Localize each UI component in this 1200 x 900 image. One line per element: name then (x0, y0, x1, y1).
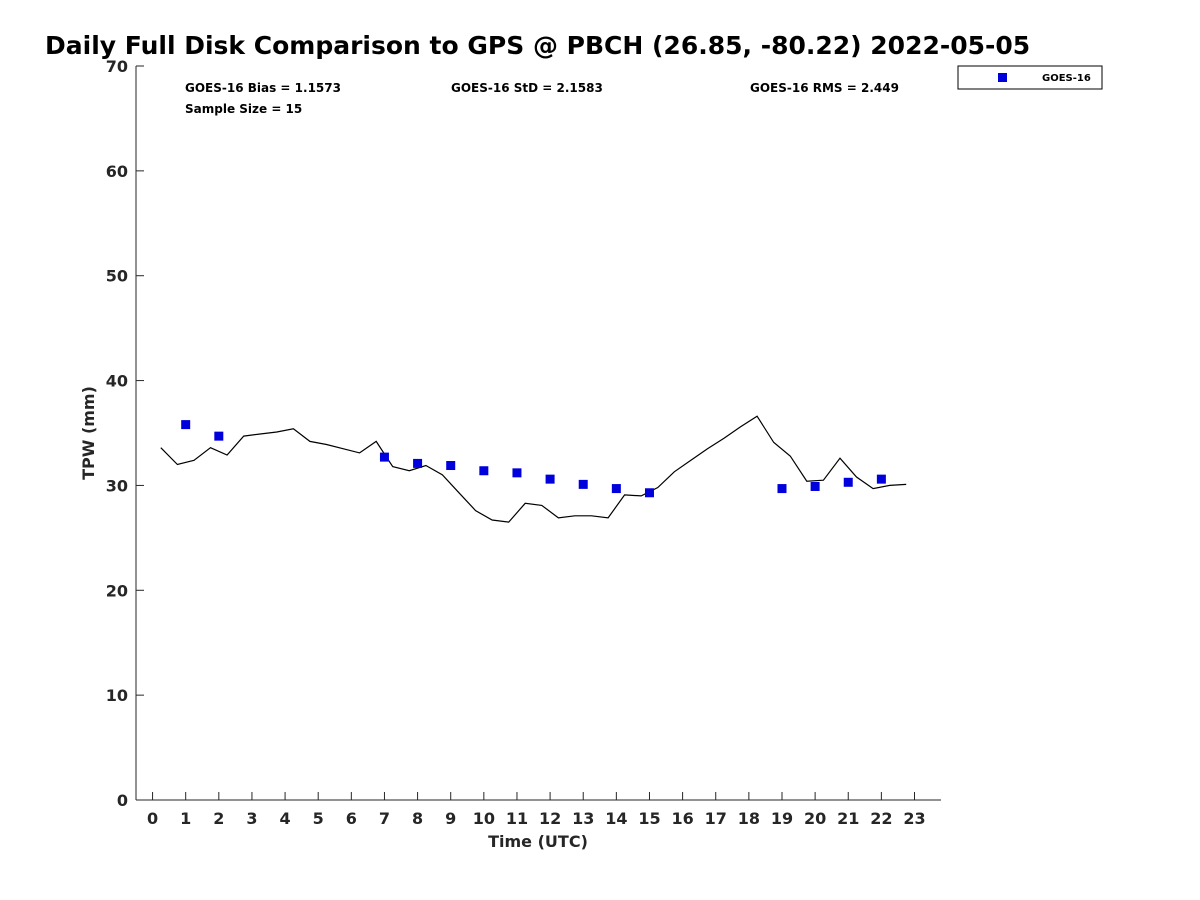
x-tick-label: 9 (445, 809, 456, 828)
x-tick-label: 15 (638, 809, 660, 828)
goes16-point (777, 484, 787, 494)
goes16-point (611, 484, 621, 494)
y-tick-label: 70 (106, 57, 128, 76)
goes16-point (479, 466, 489, 476)
goes16-point (413, 458, 423, 468)
y-tick-label: 40 (106, 372, 128, 391)
x-tick-label: 10 (473, 809, 495, 828)
x-axis-label: Time (UTC) (488, 832, 588, 851)
x-tick-label: 4 (280, 809, 291, 828)
goes16-point (843, 477, 853, 487)
x-tick-label: 8 (412, 809, 423, 828)
sample-size-stat: Sample Size = 15 (185, 102, 302, 116)
bias-stat: GOES-16 Bias = 1.1573 (185, 81, 341, 95)
x-tick-label: 17 (705, 809, 727, 828)
legend-label: GOES-16 (1042, 73, 1091, 84)
goes16-point (578, 479, 588, 489)
legend-box (957, 65, 1103, 90)
x-tick-label: 2 (213, 809, 224, 828)
x-tick-label: 7 (379, 809, 390, 828)
rms-stat: GOES-16 RMS = 2.449 (750, 81, 899, 95)
x-tick-label: 23 (903, 809, 925, 828)
std-stat: GOES-16 StD = 2.1583 (451, 81, 603, 95)
x-tick-label: 14 (605, 809, 627, 828)
x-tick-label: 22 (870, 809, 892, 828)
y-tick-label: 50 (106, 267, 128, 286)
x-tick-label: 3 (246, 809, 257, 828)
goes16-point (214, 431, 224, 441)
chart-title: Daily Full Disk Comparison to GPS @ PBCH… (45, 31, 1030, 60)
y-tick-label: 30 (106, 476, 128, 495)
x-tick-label: 13 (572, 809, 594, 828)
goes16-point (379, 452, 389, 462)
x-tick-label: 18 (738, 809, 760, 828)
y-tick-label: 10 (106, 686, 128, 705)
legend-marker (998, 73, 1007, 82)
goes16-point (876, 474, 886, 484)
goes16-point (446, 461, 456, 471)
x-tick-label: 1 (180, 809, 191, 828)
y-tick-label: 60 (106, 162, 128, 181)
goes16-point (810, 481, 820, 491)
x-tick-label: 12 (539, 809, 561, 828)
x-tick-label: 20 (804, 809, 826, 828)
x-tick-label: 11 (506, 809, 528, 828)
goes16-point (512, 468, 522, 478)
axes (135, 66, 941, 801)
goes16-point (545, 474, 555, 484)
goes16-point (644, 488, 654, 498)
y-axis-label: TPW (mm) (79, 386, 98, 480)
x-tick-label: 5 (313, 809, 324, 828)
x-tick-label: 21 (837, 809, 859, 828)
gps-line-series (160, 415, 907, 523)
goes16-point (181, 420, 191, 430)
legend: GOES-16 (957, 65, 1103, 90)
x-tick-label: 16 (671, 809, 693, 828)
x-tick-label: 19 (771, 809, 793, 828)
y-tick-label: 0 (117, 791, 128, 810)
goes16-points (181, 420, 886, 498)
gps-line (160, 415, 907, 523)
x-tick-label: 0 (147, 809, 158, 828)
y-tick-label: 20 (106, 581, 128, 600)
x-tick-label: 6 (346, 809, 357, 828)
